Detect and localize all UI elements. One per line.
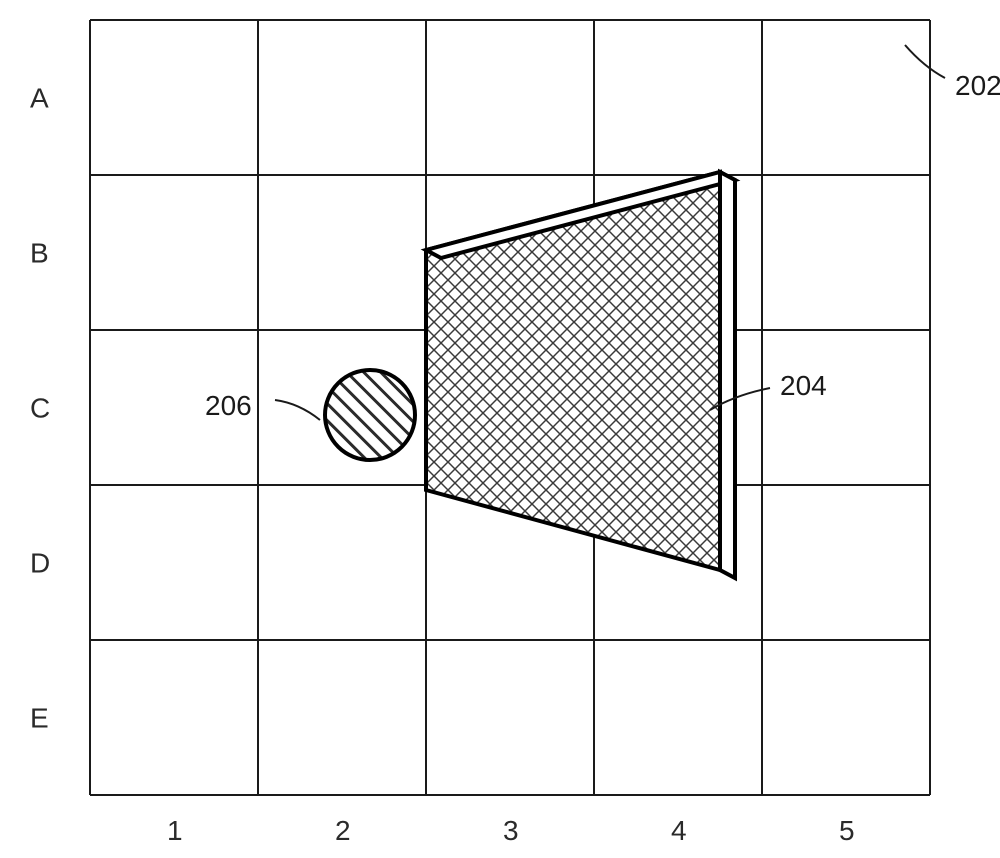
col-label: 1 (167, 815, 183, 846)
row-label: D (30, 547, 50, 578)
panel-crosshatch (426, 172, 720, 570)
callout-leader-circle (275, 400, 320, 420)
panel-3d (426, 172, 735, 578)
col-label: 3 (503, 815, 519, 846)
row-label: C (30, 392, 50, 423)
disc (325, 370, 415, 460)
callout-text-circle: 206 (205, 390, 252, 421)
callout-leader-grid (905, 45, 945, 78)
row-label: E (30, 702, 49, 733)
panel-side-face (720, 172, 735, 578)
callout-text-panel: 204 (780, 370, 827, 401)
callout-text-grid: 202 (955, 70, 1000, 101)
col-label: 2 (335, 815, 351, 846)
col-label: 4 (671, 815, 687, 846)
row-label: A (30, 82, 49, 113)
col-labels: 1 2 3 4 5 (167, 815, 855, 846)
row-label: B (30, 237, 49, 268)
row-labels: A B C D E (30, 82, 50, 733)
diagram-stage: A B C D E 1 2 3 4 5 202 204 206 (0, 0, 1000, 858)
col-label: 5 (839, 815, 855, 846)
